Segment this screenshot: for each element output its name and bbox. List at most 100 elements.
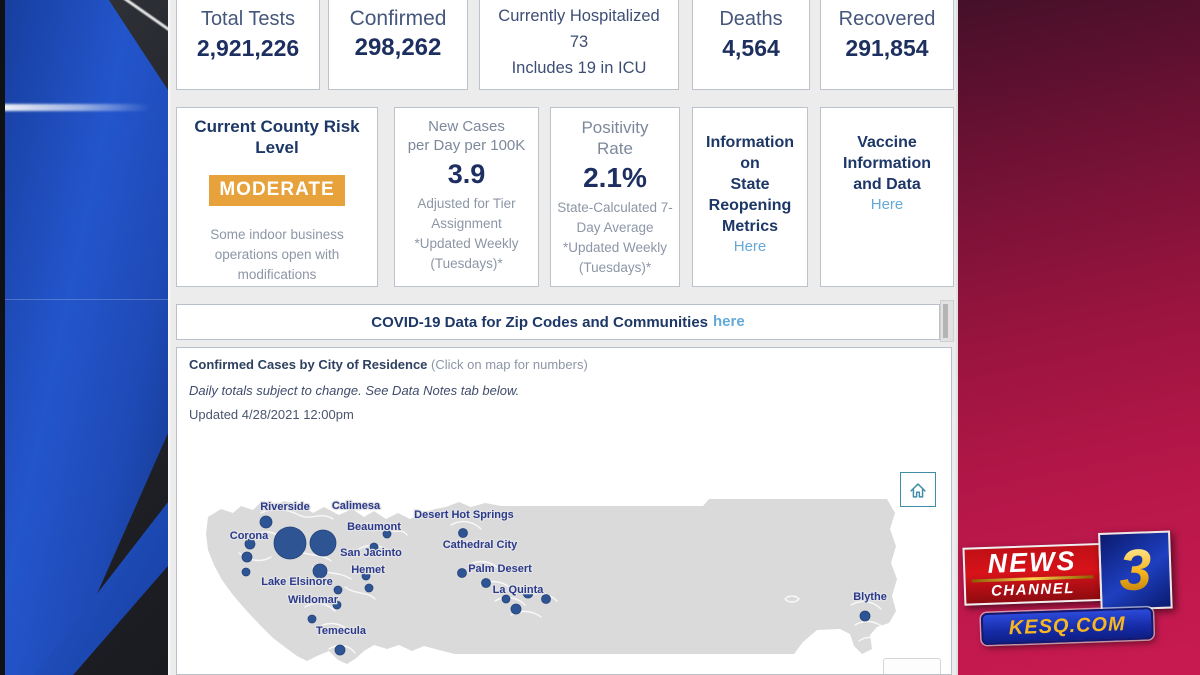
risk-level-badge: MODERATE: [209, 175, 345, 206]
city-dot[interactable]: [361, 571, 371, 581]
stat-label: Currently Hospitalized: [498, 7, 660, 25]
city-label-la-quinta: La Quinta: [493, 584, 545, 596]
left-edge: [0, 0, 5, 675]
city-label-lake-elsinore: Lake Elsinore: [261, 576, 333, 588]
map-subtitle: Daily totals subject to change. See Data…: [189, 383, 520, 398]
stat-card-total-tests: Total Tests 2,921,226: [176, 0, 320, 90]
gloss-streak: [0, 104, 150, 111]
scrollbar-thumb[interactable]: [943, 304, 948, 338]
city-label-san-jacinto: San Jacinto: [340, 547, 402, 559]
city-dot[interactable]: [510, 603, 522, 615]
city-label-blythe: Blythe: [853, 591, 887, 603]
stat-card-hospitalized: Currently Hospitalized 73 Includes 19 in…: [479, 0, 679, 90]
stat-value: 4,564: [722, 35, 780, 61]
positivity-value: 2.1%: [583, 162, 647, 193]
city-dot[interactable]: [364, 583, 374, 593]
city-label-temecula: Temecula: [316, 625, 367, 637]
stat-label: Recovered: [838, 8, 936, 30]
city-dot[interactable]: [332, 600, 342, 610]
covid-dashboard: Total Tests 2,921,226 Confirmed 298,262 …: [168, 0, 958, 675]
home-icon: [910, 482, 926, 498]
kesq-news-text: NEWS: [987, 545, 1078, 579]
city-dot[interactable]: [312, 563, 328, 579]
map-updated: Updated 4/28/2021 12:00pm: [189, 407, 354, 422]
city-dot[interactable]: [259, 515, 273, 529]
kesq-channel-text: CHANNEL: [990, 579, 1076, 600]
city-dot[interactable]: [307, 614, 317, 624]
new-cases-note: Adjusted for Tier Assignment *Updated We…: [414, 196, 519, 271]
city-label-riverside: Riverside: [260, 501, 310, 513]
map-title-note: (Click on map for numbers): [431, 357, 588, 372]
county-shape[interactable]: [206, 499, 897, 664]
stat-card-recovered: Recovered 291,854: [820, 0, 954, 90]
stat-value: 291,854: [845, 35, 929, 61]
kesq-news-box: NEWS CHANNEL: [962, 542, 1103, 606]
stat-label: Confirmed: [349, 7, 447, 30]
zip-codes-banner-text: COVID-19 Data for Zip Codes and Communit…: [371, 313, 709, 331]
city-dot[interactable]: [481, 578, 491, 588]
city-label-group: Riverside Calimesa Corona Beaumont San Jacin…: [229, 499, 889, 639]
reopening-here-link[interactable]: Here: [733, 238, 767, 255]
stat-value: 2,921,226: [196, 35, 300, 61]
positivity-card: Positivity Rate 2.1% State-Calculated 7-…: [550, 107, 680, 287]
zip-codes-here-link[interactable]: here: [713, 313, 745, 330]
stat-card-deaths: Deaths 4,564: [692, 0, 810, 90]
city-boundaries-coachella: [450, 520, 558, 618]
city-label-desert-hot-springs: Desert Hot Springs: [414, 509, 514, 521]
county-map-svg[interactable]: Riverside Calimesa Corona Beaumont San Jacin…: [177, 348, 952, 675]
city-dot[interactable]: [244, 538, 256, 550]
hairline: [0, 299, 170, 300]
map-title-line: Confirmed Cases by City of Residence (Cl…: [189, 357, 588, 372]
vaccine-here-link[interactable]: Here: [870, 196, 904, 213]
city-dot[interactable]: [241, 567, 251, 577]
city-dot[interactable]: [273, 526, 307, 560]
city-dot[interactable]: [541, 594, 551, 604]
city-label-beaumont: Beaumont: [347, 521, 401, 533]
city-dot[interactable]: [501, 594, 511, 604]
stat-label: Total Tests: [200, 8, 296, 30]
city-dot[interactable]: [458, 528, 468, 538]
city-label-calimesa: Calimesa: [332, 500, 381, 512]
vaccine-info-card: Vaccine Information and Data Here: [820, 107, 954, 287]
new-cases-value: 3.9: [447, 159, 486, 189]
new-cases-title: New Cases per Day per 100K: [407, 118, 526, 154]
map-title: Confirmed Cases by City of Residence: [189, 357, 428, 372]
city-boundaries-blythe: [784, 595, 886, 644]
city-dot[interactable]: [522, 587, 534, 599]
stat-value: 73: [569, 33, 589, 51]
kesq-channel-number: 3: [1118, 537, 1153, 604]
broadcast-left-graphic: [0, 0, 170, 675]
kesq-site-bar: KESQ.COM: [980, 607, 1154, 646]
city-dot[interactable]: [382, 529, 392, 539]
city-dot[interactable]: [859, 610, 871, 622]
kesq-logo: NEWS CHANNEL 3 KESQ.COM: [958, 530, 1184, 650]
city-label-hemet: Hemet: [351, 564, 385, 576]
reopening-info-card: Information on State Reopening Metrics H…: [692, 107, 808, 287]
positivity-title: Positivity Rate: [581, 118, 649, 158]
scrollbar-track[interactable]: [940, 300, 954, 342]
new-cases-card: New Cases per Day per 100K 3.9 Adjusted …: [394, 107, 539, 287]
positivity-note: State-Calculated 7-Day Average *Updated …: [557, 200, 673, 275]
city-dot[interactable]: [369, 542, 379, 552]
vaccine-info-title: Vaccine Information and Data: [843, 134, 931, 193]
city-dot[interactable]: [241, 551, 253, 563]
city-dot-group: [241, 515, 871, 656]
stat-label: Deaths: [719, 8, 783, 30]
city-label-palm-desert: Palm Desert: [468, 563, 532, 575]
risk-level-card: Current County Risk Level MODERATE Some …: [176, 107, 378, 287]
city-label-corona: Corona: [230, 530, 269, 542]
map-home-button[interactable]: [900, 472, 936, 507]
kesq-channel-number-box: 3: [1098, 530, 1173, 611]
stat-note: Includes 19 in ICU: [511, 59, 647, 77]
zip-codes-banner: COVID-19 Data for Zip Codes and Communit…: [176, 304, 940, 340]
reopening-info-title: Information on State Reopening Metrics: [706, 134, 794, 235]
city-dot[interactable]: [457, 568, 467, 578]
city-dot[interactable]: [334, 644, 346, 656]
city-dot[interactable]: [309, 529, 337, 557]
city-label-wildomar: Wildomar: [288, 594, 339, 606]
city-label-cathedral-city: Cathedral City: [443, 539, 518, 551]
city-dot[interactable]: [333, 585, 343, 595]
stat-value: 298,262: [354, 34, 442, 61]
map-zoom-control-cutoff[interactable]: [883, 658, 941, 674]
